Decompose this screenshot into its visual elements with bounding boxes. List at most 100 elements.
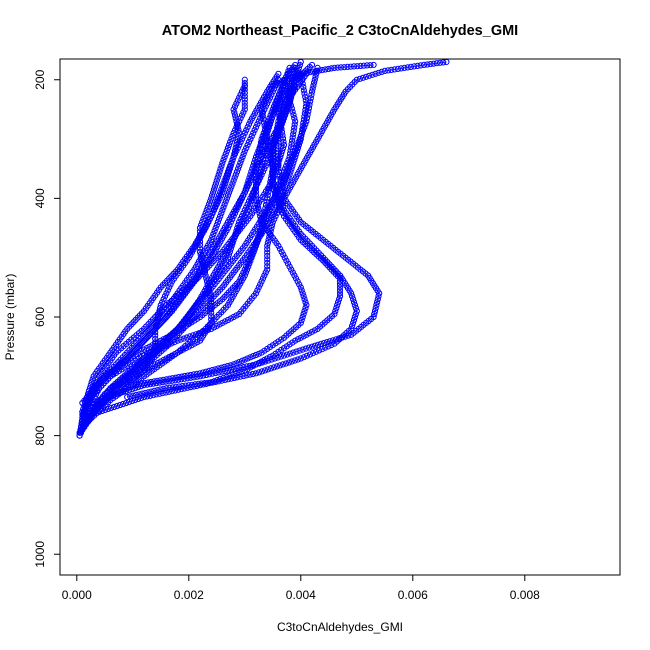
data-point	[234, 121, 241, 128]
data-point	[240, 150, 247, 157]
data-point	[241, 266, 248, 273]
data-point	[284, 351, 291, 358]
data-point	[204, 379, 212, 386]
data-point	[279, 83, 286, 90]
data-point	[152, 332, 159, 339]
data-point	[280, 352, 288, 359]
data-point	[301, 110, 308, 117]
data-point	[228, 159, 235, 166]
data-point	[291, 121, 298, 128]
data-point	[280, 138, 287, 145]
data-point	[169, 375, 176, 382]
data-point	[433, 60, 440, 67]
data-point	[255, 233, 262, 240]
data-point	[230, 177, 237, 184]
data-point	[140, 352, 148, 359]
data-point	[391, 66, 398, 73]
data-point	[231, 112, 239, 119]
data-point	[277, 119, 284, 126]
data-point	[334, 64, 341, 71]
data-point	[278, 129, 286, 136]
data-point	[264, 252, 271, 260]
data-point	[245, 204, 253, 211]
data-point	[241, 106, 248, 113]
data-point	[299, 123, 306, 130]
data-point	[236, 278, 243, 285]
data-point	[302, 299, 309, 306]
data-point	[257, 281, 264, 288]
data-point	[84, 399, 91, 407]
data-point	[82, 405, 89, 412]
data-point	[264, 159, 271, 166]
data-point	[210, 186, 218, 193]
data-point	[264, 192, 271, 199]
data-point	[285, 359, 292, 366]
data-point	[192, 331, 199, 338]
data-point	[90, 385, 97, 392]
chart-title: ATOM2 Northeast_Pacific_2 C3toCnAldehyde…	[162, 23, 518, 39]
data-point	[285, 91, 292, 98]
data-point	[350, 296, 357, 303]
data-point	[226, 372, 233, 379]
data-point	[296, 138, 303, 146]
data-point	[169, 384, 176, 391]
data-point	[268, 159, 275, 166]
data-point	[247, 254, 254, 261]
data-point	[178, 373, 185, 380]
data-point	[254, 236, 261, 243]
data-point	[208, 309, 215, 316]
data-point	[299, 346, 306, 353]
data-point	[99, 395, 106, 403]
data-point	[176, 383, 183, 390]
data-point	[80, 411, 87, 418]
data-point	[279, 106, 286, 113]
data-point	[279, 135, 287, 142]
data-point	[275, 109, 282, 116]
data-point	[199, 260, 206, 267]
data-point	[212, 224, 219, 232]
data-point	[252, 290, 260, 297]
data-point	[114, 391, 121, 398]
data-point	[208, 319, 215, 326]
data-point	[195, 380, 202, 387]
data-point	[264, 263, 271, 270]
data-point	[247, 136, 254, 143]
data-point	[289, 137, 296, 144]
data-point	[224, 363, 231, 370]
data-point	[287, 350, 294, 357]
data-point	[247, 354, 254, 361]
data-point	[218, 162, 225, 169]
data-point	[235, 133, 242, 140]
data-point	[105, 405, 112, 412]
data-point	[193, 370, 200, 377]
data-point	[237, 91, 244, 98]
data-point	[256, 149, 263, 156]
data-point	[407, 63, 414, 71]
data-point	[96, 408, 103, 415]
data-point	[273, 363, 280, 370]
data-point	[216, 168, 223, 175]
data-point	[262, 162, 269, 169]
data-point	[436, 59, 444, 66]
data-point	[291, 272, 298, 279]
data-point	[269, 177, 276, 184]
data-point	[83, 402, 90, 410]
data-point	[288, 266, 295, 273]
data-point	[370, 61, 377, 69]
data-point	[206, 216, 213, 223]
data-point	[249, 195, 256, 202]
data-point	[240, 85, 247, 92]
data-point	[198, 329, 206, 336]
data-point	[253, 162, 260, 169]
x-tick-label: 0.004	[286, 588, 316, 602]
data-point	[236, 162, 243, 169]
data-point	[208, 236, 215, 243]
data-point	[300, 310, 307, 318]
data-point	[223, 147, 230, 154]
data-point	[271, 137, 278, 145]
data-point	[267, 227, 274, 235]
data-point	[147, 392, 154, 399]
data-point	[238, 357, 246, 364]
data-point	[160, 385, 167, 392]
data-point	[167, 281, 174, 288]
